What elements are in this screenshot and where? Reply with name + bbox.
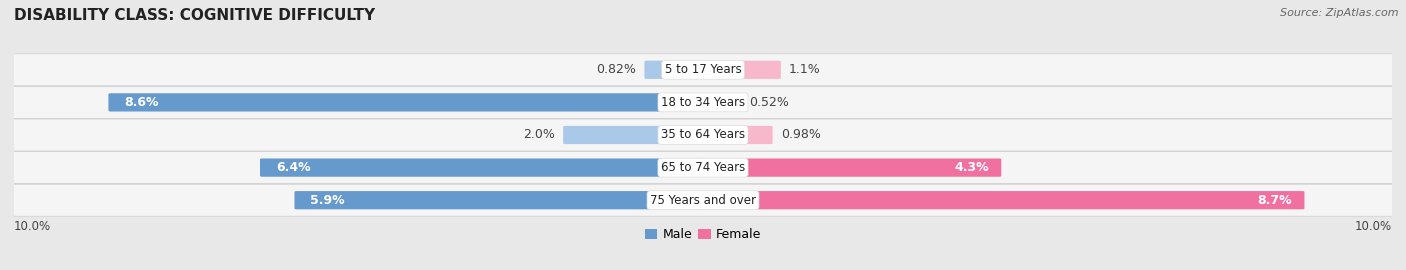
Text: Source: ZipAtlas.com: Source: ZipAtlas.com (1281, 8, 1399, 18)
Text: DISABILITY CLASS: COGNITIVE DIFFICULTY: DISABILITY CLASS: COGNITIVE DIFFICULTY (14, 8, 375, 23)
FancyBboxPatch shape (6, 54, 1400, 86)
FancyBboxPatch shape (564, 126, 704, 144)
FancyBboxPatch shape (702, 191, 1305, 209)
FancyBboxPatch shape (294, 191, 704, 209)
Text: 10.0%: 10.0% (14, 220, 51, 234)
Text: 1.1%: 1.1% (789, 63, 821, 76)
Text: 65 to 74 Years: 65 to 74 Years (661, 161, 745, 174)
FancyBboxPatch shape (702, 158, 1001, 177)
Text: 5.9%: 5.9% (311, 194, 344, 207)
Text: 0.52%: 0.52% (749, 96, 789, 109)
Text: 6.4%: 6.4% (276, 161, 311, 174)
Text: 2.0%: 2.0% (523, 129, 555, 141)
FancyBboxPatch shape (6, 152, 1400, 184)
Text: 0.82%: 0.82% (596, 63, 636, 76)
FancyBboxPatch shape (644, 61, 704, 79)
Legend: Male, Female: Male, Female (640, 223, 766, 246)
Text: 5 to 17 Years: 5 to 17 Years (665, 63, 741, 76)
Text: 18 to 34 Years: 18 to 34 Years (661, 96, 745, 109)
Text: 8.6%: 8.6% (124, 96, 159, 109)
FancyBboxPatch shape (6, 86, 1400, 118)
Text: 0.98%: 0.98% (780, 129, 821, 141)
FancyBboxPatch shape (702, 93, 741, 112)
Text: 8.7%: 8.7% (1257, 194, 1292, 207)
FancyBboxPatch shape (6, 184, 1400, 216)
Text: 35 to 64 Years: 35 to 64 Years (661, 129, 745, 141)
FancyBboxPatch shape (702, 126, 772, 144)
Text: 10.0%: 10.0% (1355, 220, 1392, 234)
FancyBboxPatch shape (702, 61, 780, 79)
FancyBboxPatch shape (6, 119, 1400, 151)
FancyBboxPatch shape (260, 158, 704, 177)
Text: 75 Years and over: 75 Years and over (650, 194, 756, 207)
FancyBboxPatch shape (108, 93, 704, 112)
Text: 4.3%: 4.3% (955, 161, 988, 174)
